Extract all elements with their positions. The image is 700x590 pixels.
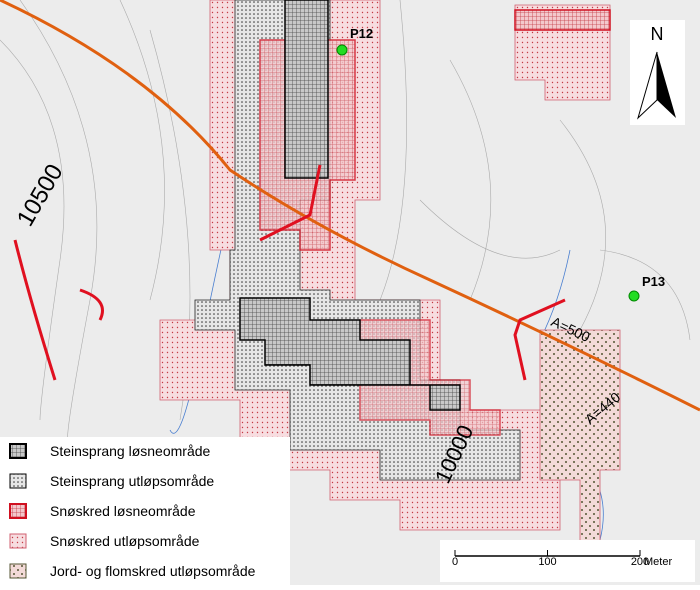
legend-label: Snøskred løsneområde (50, 503, 196, 519)
north-label: N (651, 24, 664, 44)
contours (0, 0, 691, 443)
point-marker (336, 44, 348, 56)
point-marker (628, 290, 640, 302)
point-label: P13 (642, 274, 665, 289)
legend-label: Steinsprang løsneområde (50, 443, 211, 459)
legend-label: Steinsprang utløpsområde (50, 473, 214, 489)
scale-tick-label: 200 (631, 556, 649, 568)
release-lines (13, 164, 566, 381)
scale-unit: Meter (644, 556, 672, 568)
road (0, 0, 700, 412)
north-arrow: N (630, 20, 685, 125)
legend-label: Snøskred utløpsområde (50, 533, 200, 549)
legend-label: Jord- og flomskred utløpsområde (50, 563, 256, 579)
rock-release (239, 0, 461, 411)
legend-box (0, 437, 290, 585)
scale-bar: Meter 0 100 200 (440, 540, 695, 582)
point-label: P12 (350, 26, 373, 41)
scale-tick-label: 100 (538, 556, 556, 568)
legend: Steinsprang løsneområde Steinsprang utlø… (0, 437, 290, 585)
scale-tick-label: 0 (452, 556, 458, 568)
